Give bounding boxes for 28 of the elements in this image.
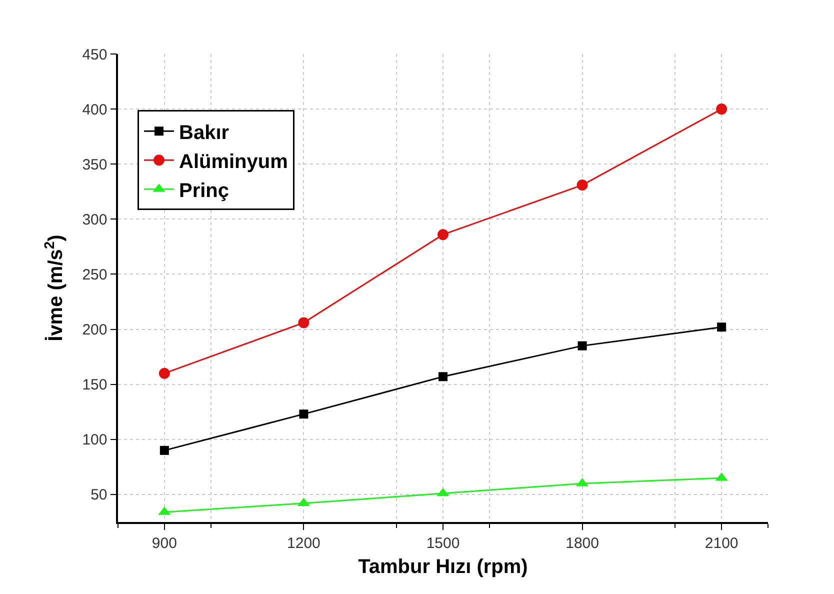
point: [576, 180, 588, 191]
x-tick-label: 1800: [566, 534, 599, 552]
point: [299, 410, 308, 419]
y-tick-label: 50: [90, 486, 108, 504]
point: [160, 446, 169, 455]
legend-label: Alüminyum: [179, 150, 288, 173]
y-tick-label: 200: [82, 322, 108, 339]
y-tick-label: 150: [82, 376, 108, 394]
y-tick-label: 450: [82, 46, 108, 64]
point: [716, 104, 728, 115]
y-tick-label: 100: [82, 432, 108, 449]
x-tick-label: 1500: [426, 534, 460, 552]
point: [438, 372, 448, 382]
x-tick-label: 900: [152, 534, 177, 552]
point: [578, 341, 587, 350]
point: [298, 317, 310, 328]
point: [158, 368, 170, 379]
point: [717, 322, 726, 332]
x-tick-label: 1200: [287, 534, 320, 552]
x-axis-title: Tambur Hızı (rpm): [358, 556, 528, 578]
point: [438, 229, 448, 240]
x-tick-label: 2100: [704, 534, 738, 552]
legend-label: Prinç: [179, 180, 230, 202]
legend-label: Bakır: [179, 122, 230, 144]
y-tick-label: 400: [82, 101, 108, 118]
y-tick-label: 250: [82, 266, 108, 284]
y-tick-label: 350: [82, 156, 108, 174]
y-tick-label: 300: [82, 211, 108, 228]
